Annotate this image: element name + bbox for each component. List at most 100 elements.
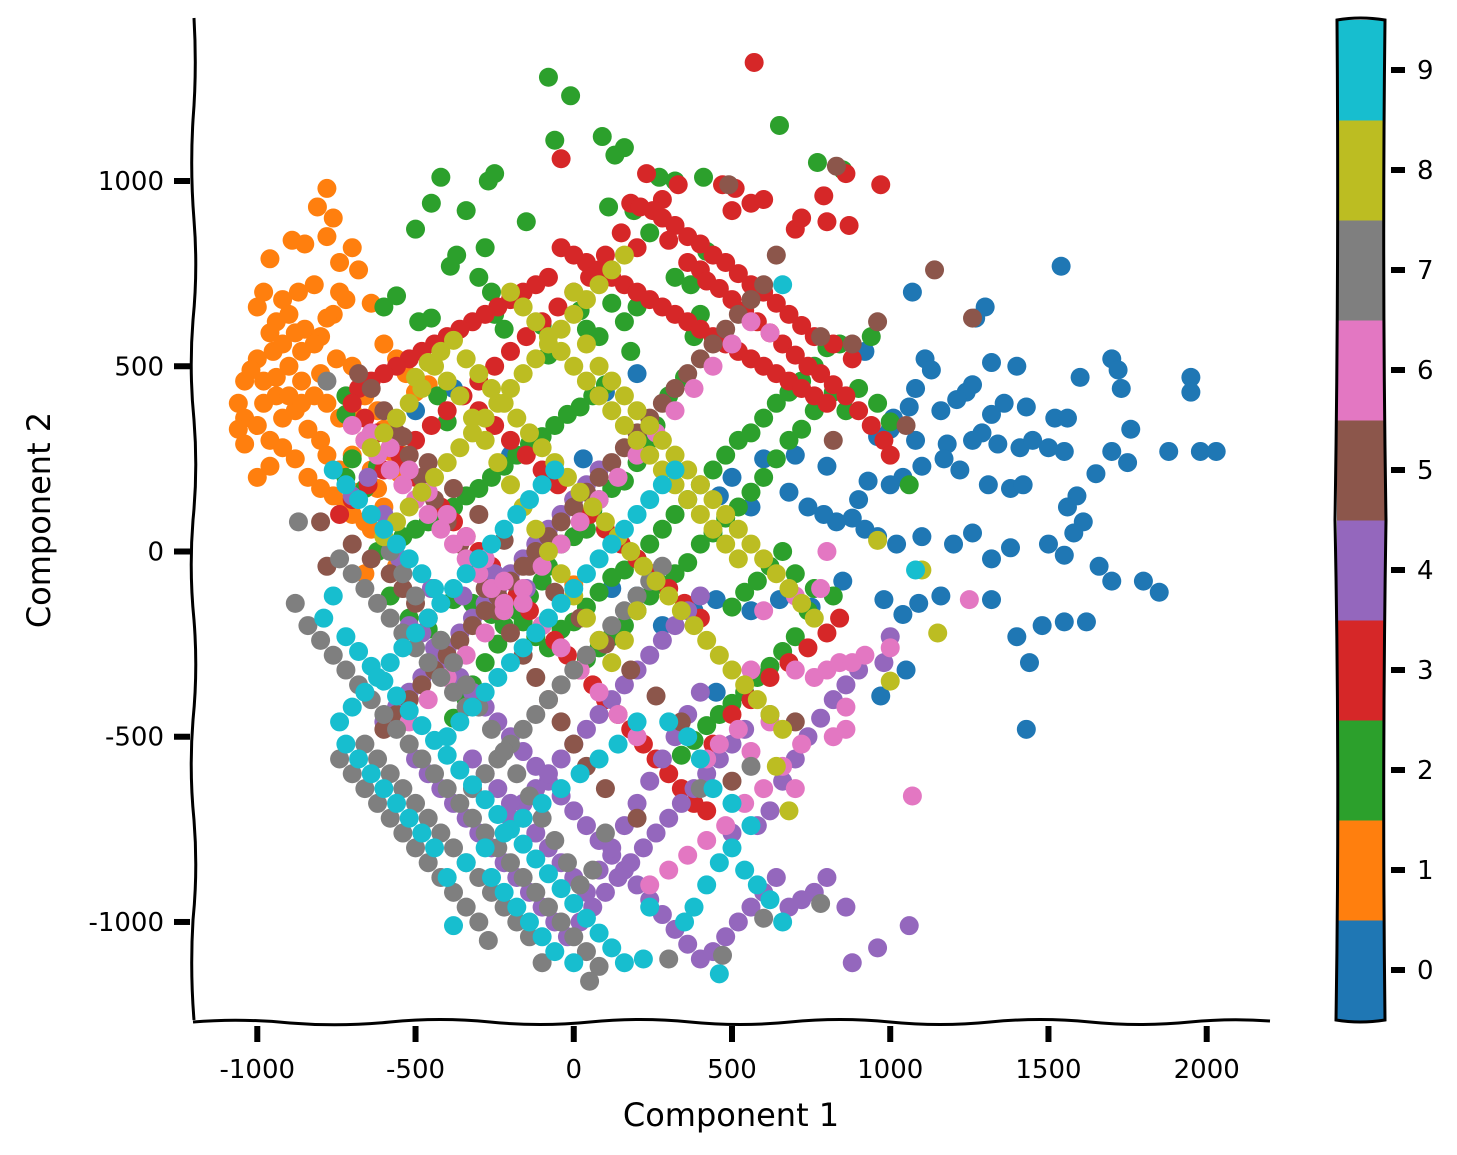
point-class-2 — [538, 67, 558, 87]
point-class-1 — [317, 227, 337, 247]
point-class-6 — [437, 504, 457, 524]
point-class-0 — [798, 497, 818, 517]
point-class-9 — [532, 475, 552, 495]
point-class-7 — [580, 971, 600, 991]
point-class-7 — [741, 756, 761, 776]
point-class-0 — [871, 686, 891, 706]
point-class-8 — [589, 386, 609, 406]
point-class-2 — [652, 519, 672, 539]
point-class-9 — [697, 875, 717, 895]
point-class-9 — [437, 745, 457, 765]
point-class-5 — [361, 378, 381, 398]
point-class-8 — [431, 341, 451, 361]
point-class-8 — [538, 541, 558, 561]
point-class-9 — [526, 849, 546, 869]
point-class-9 — [564, 893, 584, 913]
point-class-2 — [475, 238, 495, 258]
point-class-9 — [735, 860, 755, 880]
point-class-7 — [406, 586, 426, 606]
point-class-8 — [621, 541, 641, 561]
x-axis-title: Component 1 — [623, 1096, 839, 1134]
point-class-9 — [323, 460, 343, 480]
point-class-4 — [621, 853, 641, 873]
point-class-0 — [1013, 475, 1033, 495]
point-class-3 — [744, 52, 764, 72]
point-class-8 — [425, 467, 445, 487]
point-class-7 — [551, 912, 571, 932]
point-class-2 — [880, 412, 900, 432]
point-class-5 — [551, 512, 571, 532]
point-class-8 — [538, 327, 558, 347]
point-class-9 — [589, 923, 609, 943]
point-class-0 — [1057, 408, 1077, 428]
point-class-8 — [614, 630, 634, 650]
point-class-0 — [944, 534, 964, 554]
point-class-7 — [462, 808, 482, 828]
point-class-3 — [785, 345, 805, 365]
point-class-7 — [418, 653, 438, 673]
point-class-6 — [399, 460, 419, 480]
point-class-1 — [282, 230, 302, 250]
point-class-6 — [823, 727, 843, 747]
point-class-1 — [254, 282, 274, 302]
point-class-8 — [760, 705, 780, 725]
point-class-7 — [368, 749, 388, 769]
point-class-4 — [652, 749, 672, 769]
point-class-2 — [342, 449, 362, 469]
point-class-2 — [545, 416, 565, 436]
colorbar-segment-5 — [1337, 420, 1385, 521]
point-class-8 — [437, 453, 457, 473]
point-class-6 — [393, 475, 413, 495]
point-class-6 — [902, 786, 922, 806]
point-class-9 — [323, 586, 343, 606]
point-class-2 — [456, 201, 476, 221]
point-class-1 — [260, 249, 280, 269]
point-class-6 — [513, 593, 533, 613]
point-class-6 — [684, 378, 704, 398]
point-class-9 — [387, 686, 407, 706]
point-class-3 — [728, 264, 748, 284]
point-class-9 — [570, 764, 590, 784]
point-class-9 — [481, 534, 501, 554]
point-class-9 — [722, 793, 742, 813]
point-class-0 — [1007, 627, 1027, 647]
point-class-8 — [690, 475, 710, 495]
point-class-7 — [545, 830, 565, 850]
point-class-9 — [538, 608, 558, 628]
point-class-3 — [722, 201, 742, 221]
point-class-0 — [902, 282, 922, 302]
point-class-9 — [614, 519, 634, 539]
point-class-4 — [899, 916, 919, 936]
point-class-8 — [412, 378, 432, 398]
point-class-8 — [880, 671, 900, 691]
point-class-8 — [640, 445, 660, 465]
point-class-8 — [576, 371, 596, 391]
point-class-3 — [779, 304, 799, 324]
point-class-8 — [399, 393, 419, 413]
point-class-7 — [652, 556, 672, 576]
point-class-5 — [361, 549, 381, 569]
point-class-7 — [393, 564, 413, 584]
point-class-2 — [485, 164, 505, 184]
point-class-2 — [769, 115, 789, 135]
point-class-8 — [754, 549, 774, 569]
point-class-9 — [462, 697, 482, 717]
point-class-0 — [1070, 367, 1090, 387]
point-class-7 — [380, 808, 400, 828]
point-class-8 — [627, 601, 647, 621]
point-class-0 — [1057, 497, 1077, 517]
point-class-7 — [538, 897, 558, 917]
point-class-9 — [602, 534, 622, 554]
point-class-5 — [678, 364, 698, 384]
point-class-0 — [833, 571, 853, 591]
point-class-1 — [260, 456, 280, 476]
point-class-0 — [934, 449, 954, 469]
point-class-3 — [437, 401, 457, 421]
x-tick-label: -500 — [386, 1055, 445, 1085]
colorbar-tick-label: 1 — [1417, 856, 1434, 886]
point-class-1 — [285, 449, 305, 469]
point-class-7 — [713, 945, 733, 965]
point-class-6 — [640, 875, 660, 895]
colorbar-segment-2 — [1337, 720, 1385, 821]
point-class-7 — [538, 690, 558, 710]
